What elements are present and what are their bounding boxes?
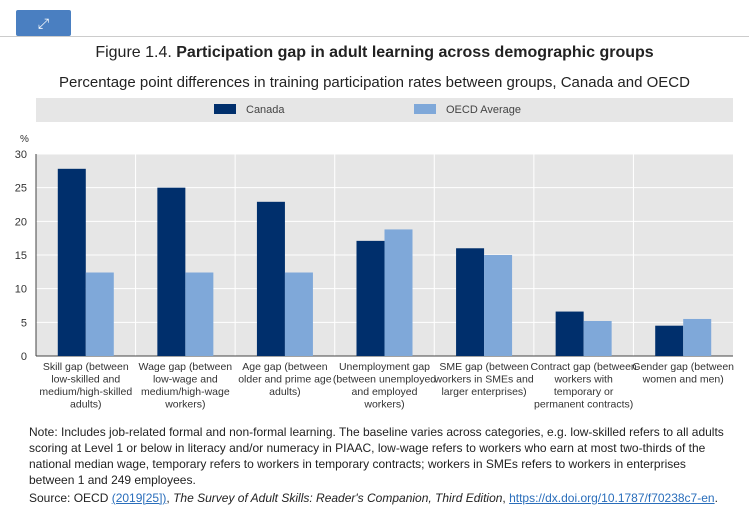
source-work: The Survey of Adult Skills: Reader's Com…: [173, 491, 503, 505]
bar-canada: [57, 168, 86, 356]
bar-canada: [256, 201, 285, 356]
x-tick-label: Wage gap (between: [139, 361, 233, 373]
x-tick-label: and employed: [352, 386, 418, 398]
x-tick-label: workers in SMEs and: [433, 374, 533, 386]
y-tick-label: 0: [21, 351, 27, 363]
expand-icon: ⤢: [37, 15, 50, 31]
bar-oecd: [185, 272, 214, 356]
bar-canada: [157, 187, 186, 356]
x-tick-label: workers): [363, 399, 404, 411]
bar-canada: [356, 240, 385, 356]
x-tick-label: Skill gap (between: [43, 361, 129, 373]
x-tick-label: permanent contracts): [534, 399, 633, 411]
bar-oecd: [85, 272, 114, 356]
bar-oecd: [284, 272, 313, 356]
x-tick-label: temporary or: [554, 386, 614, 398]
x-tick-label: Contract gap (between: [531, 361, 637, 373]
doi-link[interactable]: https://dx.doi.org/10.1787/f70238c7-en: [509, 491, 715, 505]
legend-label: Canada: [246, 104, 285, 116]
expand-button[interactable]: ⤢: [16, 10, 71, 36]
y-tick-label: 30: [15, 149, 27, 161]
figure-title: Figure 1.4. Participation gap in adult l…: [0, 44, 749, 62]
divider: [0, 36, 749, 37]
reference-link[interactable]: (2019[25]): [111, 491, 167, 505]
x-tick-label: low-wage and: [153, 374, 218, 386]
sep: ,: [166, 491, 174, 505]
figure-title-main: Participation gap in adult learning acro…: [176, 44, 654, 61]
x-tick-label: workers with: [553, 374, 613, 386]
x-tick-label: Age gap (between: [242, 361, 327, 373]
bar-oecd: [683, 318, 712, 356]
y-tick-label: 25: [15, 183, 27, 195]
x-tick-label: Unemployment gap: [339, 361, 430, 373]
legend-item-oecd: OECD Average: [414, 104, 521, 116]
legend-label: OECD Average: [446, 104, 522, 116]
sep: ,: [502, 491, 510, 505]
legend-item-canada: Canada: [214, 104, 285, 116]
x-tick-label: women and men): [642, 374, 724, 386]
legend: Canada OECD Average: [36, 98, 733, 122]
y-tick-label: 10: [15, 284, 27, 296]
bar-oecd: [583, 320, 612, 356]
x-tick-label: medium/high-wage: [141, 386, 230, 398]
legend-swatch-oecd: [414, 104, 436, 114]
legend-swatch-canada: [214, 104, 236, 114]
bar-canada: [555, 311, 584, 356]
x-tick-label: Gender gap (between: [632, 361, 734, 373]
x-tick-label: medium/high-skilled: [39, 386, 132, 398]
bar-oecd: [484, 255, 513, 356]
x-tick-label: low-skilled and: [51, 374, 120, 386]
source-prefix: Source: OECD: [29, 491, 112, 505]
figure-number: Figure 1.4.: [95, 44, 177, 61]
x-tick-label: adults): [269, 386, 301, 398]
x-tick-label: SME gap (between: [439, 361, 528, 373]
bar-oecd: [384, 229, 413, 356]
figure-subtitle: Percentage point differences in training…: [59, 74, 690, 91]
y-tick-label: 15: [15, 250, 27, 262]
x-tick-label: (between unemployed: [333, 374, 436, 386]
y-tick-label: 5: [21, 317, 27, 329]
y-axis-label: %: [20, 134, 29, 145]
bar-canada: [456, 248, 485, 356]
x-tick-label: older and prime age: [238, 374, 332, 386]
y-tick-label: 20: [15, 216, 27, 228]
x-tick-label: adults): [70, 399, 102, 411]
bar-chart: 0 5 10 15 20 25 30% Skill gap (betweenlow-skill…: [15, 134, 734, 411]
sep: .: [714, 491, 718, 505]
source: Source: OECD (2019[25]), The Survey of A…: [29, 491, 739, 505]
note: Note: Includes job-related formal and no…: [29, 425, 724, 487]
x-tick-label: workers): [164, 399, 205, 411]
bar-canada: [655, 325, 684, 356]
x-tick-label: larger enterprises): [441, 386, 526, 398]
